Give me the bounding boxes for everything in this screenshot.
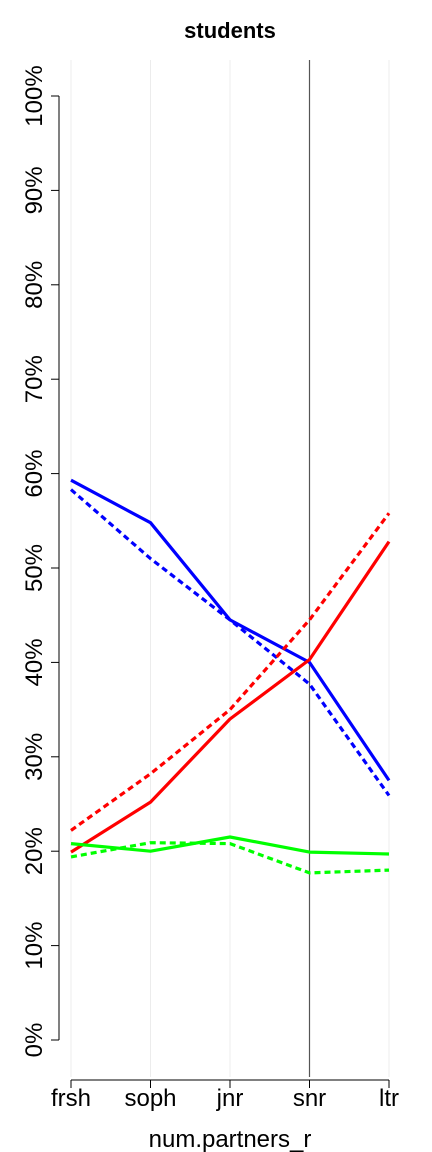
x-axis-label: num.partners_r [149,1126,312,1152]
y-tick-label-10: 10% [21,922,48,970]
y-tick-label-30: 30% [21,733,48,781]
y-tick-label-60: 60% [21,450,48,498]
y-tick-label-100: 100% [21,65,48,126]
x-tick-label-frsh: frsh [51,1085,91,1112]
x-tick-label-jnr: jnr [216,1085,244,1112]
series-line-2 [69,488,391,797]
chart-title: students [184,18,276,43]
series-line-3 [70,540,391,854]
y-tick-label-40: 40% [21,638,48,686]
y-tick-label-50: 50% [21,544,48,592]
gridlines [70,60,390,1077]
series-group [69,478,391,875]
x-tick-label-soph: soph [124,1085,176,1112]
series-line-4 [70,512,391,832]
y-tick-label-0: 0% [21,1023,48,1058]
x-tick-label-snr: snr [293,1085,326,1112]
series-line-6 [70,841,390,875]
y-tick-label-70: 70% [21,355,48,403]
y-tick-label-20: 20% [21,827,48,875]
axes: 0% 10% 20% 30% 40% 50% 60% 70% 80% 90% 100% frsh sop… [21,65,399,1112]
y-tick-label-80: 80% [21,261,48,309]
x-tick-label-ltr: ltr [379,1085,399,1112]
y-tick-label-90: 90% [21,166,48,214]
